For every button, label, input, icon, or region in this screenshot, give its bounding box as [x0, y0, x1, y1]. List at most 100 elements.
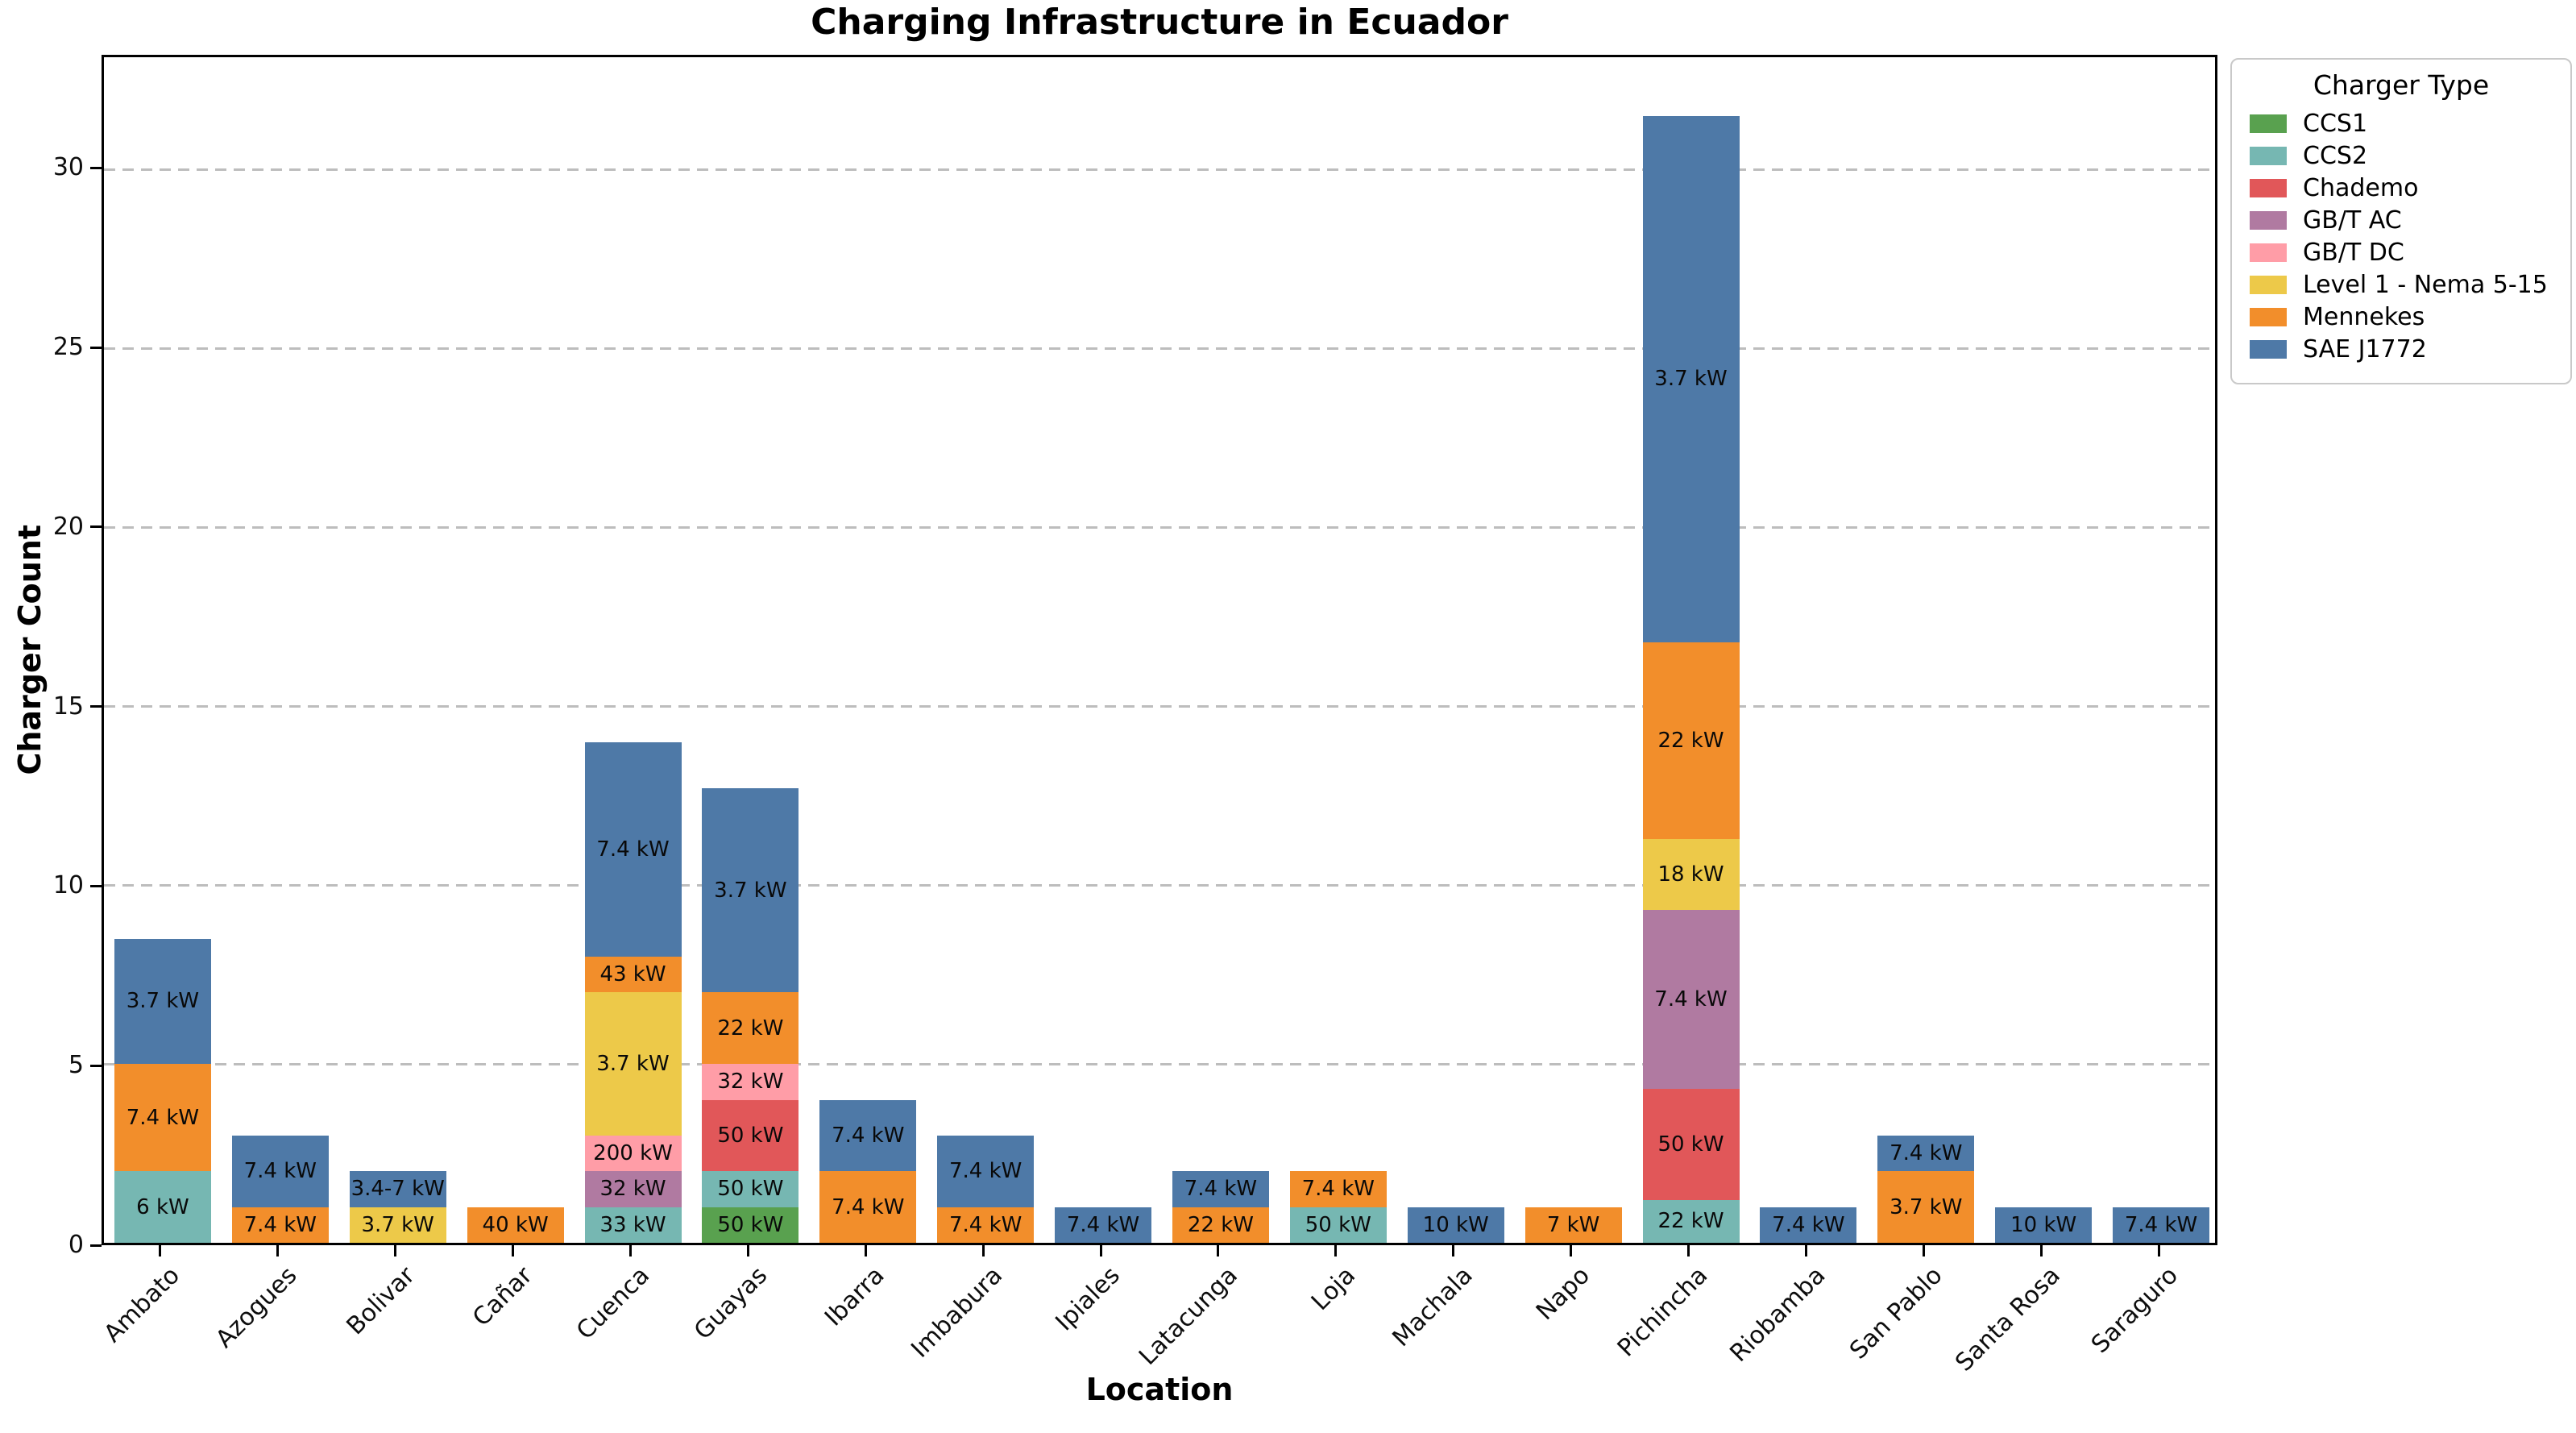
segment-label: 50 kW [717, 1123, 784, 1148]
segment-label: 7.4 kW [2124, 1212, 2198, 1237]
bar-segment: 3.4-7 kW [349, 1171, 446, 1207]
bar-segment: 10 kW [1995, 1207, 2093, 1243]
bar-segment: 3.7 kW [1642, 116, 1740, 642]
legend-item: CCS2 [2243, 139, 2559, 172]
x-tick-label: Guayas [688, 1261, 774, 1346]
segment-label: 7.4 kW [1889, 1141, 1963, 1166]
legend-item-label: Chademo [2303, 173, 2419, 202]
segment-label: 43 kW [599, 962, 666, 987]
x-tick-mark [159, 1245, 162, 1256]
segment-label: 7.4 kW [832, 1123, 905, 1148]
segment-label: 3.7 kW [1654, 367, 1728, 392]
legend-item: Chademo [2243, 172, 2559, 204]
bar-segment: 33 kW [584, 1207, 682, 1243]
x-tick-label: Loja [1305, 1261, 1361, 1317]
legend: Charger Type CCS1 CCS2 Chademo GB/T AC GB/T … [2230, 58, 2572, 384]
bar-segment: 7.4 kW [231, 1207, 329, 1243]
bar-segment: 50 kW [702, 1171, 799, 1207]
legend-swatch [2250, 243, 2287, 262]
segment-label: 7.4 kW [948, 1212, 1023, 1237]
segment-label: 7.4 kW [1654, 987, 1728, 1012]
legend-item: GB/T DC [2243, 236, 2559, 268]
bar-segment: 22 kW [702, 992, 799, 1065]
y-tick-mark [90, 346, 102, 349]
x-tick-label: Pichincha [1612, 1261, 1714, 1363]
legend-item: CCS1 [2243, 107, 2559, 139]
segment-label: 32 kW [717, 1070, 784, 1094]
x-tick-label: Latacunga [1133, 1261, 1243, 1371]
x-tick-label: Napo [1531, 1261, 1596, 1327]
legend-swatch [2250, 339, 2287, 359]
bar-segment: 7.4 kW [1877, 1135, 1975, 1172]
x-tick-mark [1334, 1245, 1338, 1256]
x-tick-label: Azogues [210, 1261, 303, 1354]
x-tick-label: Imbabura [906, 1261, 1008, 1364]
gridline-y-20 [104, 526, 2215, 530]
gridline-y-15 [104, 704, 2215, 708]
bar-segment: 3.7 kW [584, 992, 682, 1136]
bar-segment: 22 kW [1172, 1207, 1269, 1243]
x-tick-mark [1217, 1245, 1220, 1256]
legend-swatch [2250, 114, 2287, 133]
segment-label: 22 kW [1187, 1212, 1254, 1237]
bar-segment: 50 kW [702, 1099, 799, 1172]
y-tick-label: 25 [52, 333, 84, 362]
bar-segment: 3.7 kW [702, 788, 799, 993]
y-tick-label: 10 [52, 871, 84, 900]
segment-label: 3.7 kW [1889, 1194, 1963, 1219]
segment-label: 7.4 kW [243, 1212, 317, 1237]
y-tick-label: 30 [52, 153, 84, 182]
x-tick-mark [276, 1245, 280, 1256]
x-tick-label: Cuenca [571, 1261, 656, 1346]
segment-label: 7.4 kW [1301, 1177, 1375, 1202]
segment-label: 7.4 kW [596, 837, 670, 862]
segment-label: 7 kW [1546, 1212, 1600, 1237]
x-tick-mark [1922, 1245, 1925, 1256]
y-tick-label: 15 [52, 692, 84, 721]
bar-segment: 7.4 kW [2113, 1207, 2210, 1243]
segment-label: 50 kW [1657, 1132, 1724, 1157]
segment-label: 33 kW [599, 1212, 666, 1237]
bar-segment: 3.7 kW [349, 1207, 446, 1243]
gridline-y-5 [104, 1062, 2215, 1065]
y-tick-label: 5 [68, 1051, 84, 1080]
x-tick-mark [1570, 1245, 1573, 1256]
bar-segment: 7.4 kW [819, 1099, 917, 1172]
segment-label: 10 kW [2010, 1212, 2077, 1237]
bar-segment: 32 kW [702, 1064, 799, 1100]
bar-segment: 7.4 kW [231, 1135, 329, 1207]
segment-label: 3.7 kW [596, 1052, 670, 1077]
x-tick-label: Ipiales [1050, 1261, 1126, 1337]
bar-segment: 22 kW [1642, 1199, 1740, 1243]
segment-label: 22 kW [717, 1016, 784, 1040]
x-tick-mark [981, 1245, 985, 1256]
segment-label: 40 kW [482, 1212, 549, 1237]
x-tick-mark [2157, 1245, 2160, 1256]
segment-label: 10 kW [1422, 1212, 1489, 1237]
legend-item-label: GB/T DC [2303, 238, 2404, 267]
plot-area: 6 kW 7.4 kW 3.7 kW 7.4 kW 7.4 kW 3.7 kW 3.4-7 … [102, 55, 2217, 1245]
segment-label: 32 kW [599, 1177, 666, 1202]
segment-label: 7.4 kW [126, 1105, 200, 1130]
bar-segment: 7 kW [1524, 1207, 1622, 1243]
legend-swatch [2250, 307, 2287, 326]
bar-segment: 7.4 kW [584, 741, 682, 957]
segment-label: 50 kW [717, 1212, 784, 1237]
bar-segment: 7.4 kW [1289, 1171, 1387, 1207]
segment-label: 22 kW [1657, 728, 1724, 753]
segment-label: 7.4 kW [1066, 1212, 1140, 1237]
y-tick-mark [90, 166, 102, 169]
gridline-y-30 [104, 168, 2215, 172]
x-tick-mark [394, 1245, 397, 1256]
y-tick-mark [90, 884, 102, 887]
x-tick-mark [746, 1245, 749, 1256]
x-tick-mark [2039, 1245, 2043, 1256]
legend-item: Mennekes [2243, 301, 2559, 333]
legend-swatch [2250, 178, 2287, 197]
x-tick-label: Bolivar [341, 1261, 421, 1341]
gridline-y-10 [104, 883, 2215, 887]
legend-item-label: CCS1 [2303, 109, 2368, 138]
x-tick-mark [1099, 1245, 1102, 1256]
segment-label: 7.4 kW [1772, 1212, 1845, 1237]
legend-items: CCS1 CCS2 Chademo GB/T AC GB/T DC Level 1 - N… [2243, 107, 2559, 365]
